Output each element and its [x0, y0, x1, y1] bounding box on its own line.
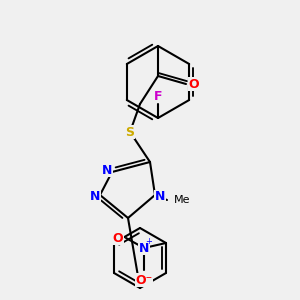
Text: N: N	[155, 190, 165, 203]
Text: O: O	[189, 77, 199, 91]
Text: N: N	[139, 242, 149, 254]
Text: O: O	[113, 232, 123, 244]
Text: Me: Me	[174, 195, 190, 205]
Text: +: +	[146, 238, 152, 247]
Text: N: N	[102, 164, 112, 176]
Text: O⁻: O⁻	[135, 274, 153, 286]
Text: F: F	[154, 89, 162, 103]
Text: S: S	[125, 125, 134, 139]
Text: N: N	[90, 190, 100, 203]
